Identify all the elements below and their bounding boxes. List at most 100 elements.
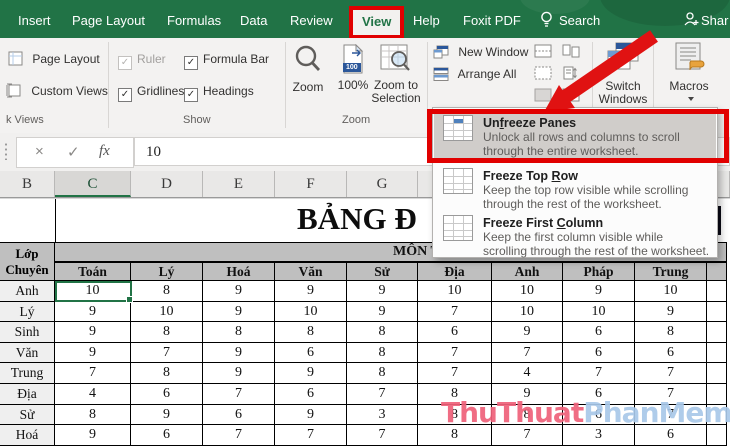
subject-header-lý[interactable]: Lý [131,262,203,281]
column-header-E[interactable]: E [203,171,275,197]
score-cell[interactable]: 6 [563,342,635,364]
subject-header-trung[interactable]: Trung [635,262,707,281]
score-cell[interactable]: 3 [563,425,635,446]
tab-data[interactable]: Data [240,13,268,28]
share-label[interactable]: Shar [701,13,729,28]
score-cell[interactable]: 3 [347,404,418,426]
score-cell[interactable]: 6 [635,342,707,364]
score-cell[interactable]: 7 [635,363,707,384]
score-cell[interactable]: 6 [203,404,275,426]
score-cell[interactable]: 8 [131,322,203,343]
arrange-all-button[interactable]: Arrange All [433,67,516,84]
subject-header-hoá[interactable]: Hoá [203,262,275,281]
row-label-hoá[interactable]: Hoá [0,425,55,446]
score-cell-blank[interactable] [707,383,727,405]
view-side-by-side-icon[interactable] [562,44,580,58]
score-cell[interactable]: 9 [563,281,635,302]
synchronous-scrolling-icon[interactable] [562,66,580,80]
corner-header-cell[interactable]: Lớp Chuyên [0,242,55,281]
subject-header-sử[interactable]: Sử [347,262,418,281]
score-cell[interactable]: 10 [131,301,203,323]
score-cell[interactable]: 9 [131,404,203,426]
score-cell-blank[interactable] [707,322,727,343]
score-cell[interactable]: 10 [492,281,563,302]
score-cell[interactable]: 9 [55,301,131,323]
score-cell[interactable]: 8 [492,404,563,426]
score-cell[interactable]: 8 [131,281,203,302]
score-cell[interactable]: 9 [347,281,418,302]
unhide-icon[interactable] [534,88,552,102]
score-cell[interactable]: 8 [418,383,492,405]
score-cell[interactable]: 7 [347,425,418,446]
menu-item-unfreeze-panes[interactable]: Unfreeze Panes Unlock all rows and column… [434,112,716,161]
score-cell[interactable]: 9 [55,322,131,343]
score-cell[interactable]: 9 [492,383,563,405]
score-cell[interactable]: 8 [418,404,492,426]
score-cell[interactable]: 7 [275,425,347,446]
tab-insert[interactable]: Insert [18,13,51,28]
score-cell[interactable]: 9 [203,342,275,364]
column-header-C[interactable]: C [55,171,131,197]
row-label-địa[interactable]: Địa [0,383,55,405]
column-header-F[interactable]: F [275,171,347,197]
column-header-D[interactable]: D [131,171,203,197]
checkbox-headings[interactable]: ✓ Headings [184,84,254,102]
subject-header-toán[interactable]: Toán [55,262,131,281]
score-cell[interactable]: 6 [275,342,347,364]
enter-icon[interactable]: ✓ [67,144,80,161]
row-label-anh[interactable]: Anh [0,281,55,302]
menu-item-freeze-top-row[interactable]: Freeze Top Row Keep the top row visible w… [434,165,716,212]
score-cell[interactable]: 9 [203,301,275,323]
subject-header-pháp[interactable]: Pháp [563,262,635,281]
score-cell[interactable]: 8 [418,425,492,446]
score-cell[interactable]: 7 [203,425,275,446]
score-cell[interactable]: 8 [275,322,347,343]
score-cell[interactable]: 9 [55,342,131,364]
menu-item-freeze-first-column[interactable]: Freeze First Column Keep the first column… [434,212,716,259]
score-cell[interactable]: 7 [563,363,635,384]
tab-review[interactable]: Review [290,13,333,28]
score-cell[interactable]: 9 [55,425,131,446]
score-cell[interactable]: 6 [131,425,203,446]
score-cell[interactable]: 9 [275,363,347,384]
cancel-icon[interactable]: × [35,143,44,160]
tab-formulas[interactable]: Formulas [167,13,222,28]
subject-header-blank[interactable] [707,262,727,281]
hide-icon[interactable] [534,66,552,80]
score-cell[interactable]: 9 [275,404,347,426]
score-cell[interactable]: 8 [203,322,275,343]
reset-window-position-icon[interactable] [562,88,580,102]
score-cell-blank[interactable] [707,363,727,384]
score-cell[interactable]: 9 [347,301,418,323]
search-label[interactable]: Search [559,13,601,28]
score-cell[interactable]: 6 [635,425,707,446]
score-cell[interactable]: 7 [418,342,492,364]
checkbox-formula-bar[interactable]: ✓ Formula Bar [184,52,269,70]
score-cell[interactable]: 9 [203,363,275,384]
insert-function-icon[interactable]: fx [99,143,110,159]
score-cell[interactable]: 10 [275,301,347,323]
row-label-sinh[interactable]: Sinh [0,322,55,343]
custom-views-button[interactable]: Custom Views [6,83,108,101]
score-cell[interactable]: 7 [635,404,707,426]
score-cell[interactable]: 7 [131,342,203,364]
fill-handle[interactable] [126,296,133,303]
score-cell[interactable]: 6 [563,322,635,343]
score-cell-blank[interactable] [707,342,727,364]
score-cell[interactable]: 6 [275,383,347,405]
score-cell[interactable]: 8 [55,404,131,426]
macros-button[interactable]: Macros [660,41,718,106]
score-cell[interactable]: 6 [418,322,492,343]
score-cell[interactable]: 8 [347,342,418,364]
score-cell[interactable]: 6 [563,383,635,405]
row-label-lý[interactable]: Lý [0,301,55,323]
score-cell[interactable]: 8 [635,322,707,343]
score-cell[interactable]: 10 [492,301,563,323]
score-cell[interactable]: 6 [563,404,635,426]
tab-page-layout[interactable]: Page Layout [72,13,146,28]
formula-bar-handle[interactable] [4,142,8,160]
score-cell[interactable]: 7 [492,342,563,364]
subject-header-anh[interactable]: Anh [492,262,563,281]
score-cell[interactable]: 8 [131,363,203,384]
zoom-100-button[interactable]: 100 100% [333,43,373,92]
